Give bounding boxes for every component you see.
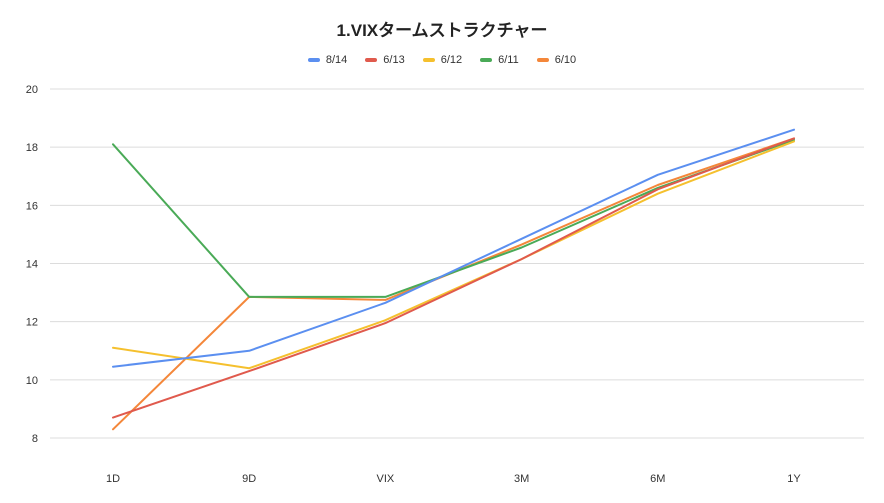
- x-tick-label: 3M: [514, 473, 529, 485]
- series-line: [112, 140, 795, 370]
- legend-swatch: [480, 58, 493, 62]
- x-tick-label: 1Y: [787, 473, 801, 485]
- legend-label: 6/10: [554, 54, 577, 66]
- series-line: [112, 137, 795, 419]
- y-tick-label: 20: [26, 84, 38, 96]
- series-line: [112, 137, 795, 431]
- legend-swatch: [307, 58, 320, 62]
- series-8-14: [112, 128, 795, 368]
- y-tick-label: 10: [26, 375, 38, 387]
- legend-item: 6/10: [536, 54, 577, 66]
- y-tick-label: 16: [26, 200, 38, 212]
- legend-label: 6/11: [498, 54, 519, 66]
- x-tick-label: VIX: [377, 473, 395, 485]
- legend-label: 6/13: [383, 54, 405, 66]
- legend-label: 8/14: [325, 54, 348, 66]
- series-6-13: [112, 137, 795, 419]
- chart-legend: 8/14 6/13 6/12 6/11 6/10: [0, 54, 884, 66]
- y-tick-label: 18: [26, 142, 38, 154]
- chart-title: 1.VIXタームストラクチャー: [336, 21, 548, 40]
- x-tick-label: 1D: [106, 473, 120, 485]
- legend-item: 6/12: [422, 54, 463, 66]
- y-tick-label: 8: [32, 433, 38, 445]
- legend-item: 6/13: [365, 54, 405, 66]
- x-tick-label: 9D: [242, 473, 256, 485]
- y-tick-label: 14: [26, 259, 38, 271]
- legend-swatch: [422, 58, 435, 62]
- x-tick-label: 6M: [650, 473, 665, 485]
- legend-swatch: [536, 58, 549, 62]
- y-tick-label: 12: [26, 317, 38, 329]
- legend-item: 8/14: [307, 54, 348, 66]
- series-6-10: [112, 137, 795, 431]
- legend-swatch: [365, 58, 378, 62]
- legend-item: 6/11: [480, 54, 519, 66]
- legend-label: 6/12: [440, 54, 463, 66]
- series-line: [112, 128, 795, 368]
